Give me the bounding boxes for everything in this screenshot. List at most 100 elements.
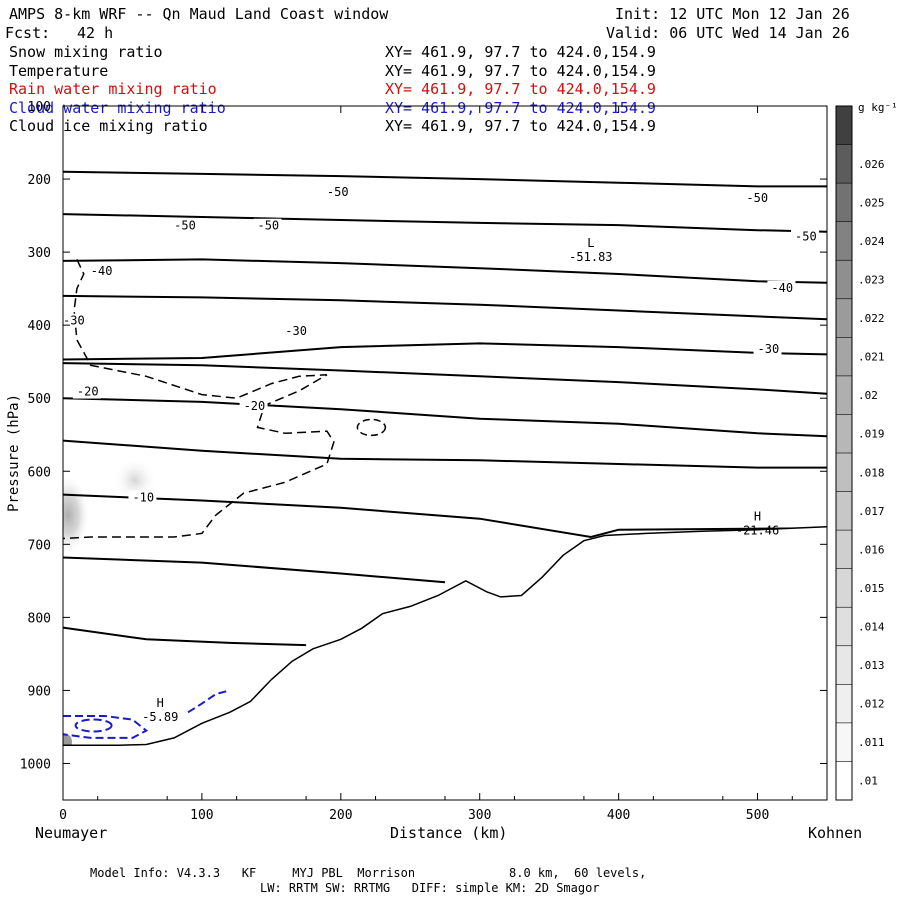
- colorbar-unit: g kg⁻¹: [858, 101, 898, 114]
- field-xy-range: XY= 461.9, 97.7 to 424.0,154.9: [385, 98, 656, 117]
- y-tick-label: 200: [28, 173, 51, 188]
- colorbar: .01 .011 .012 .013 .014 .015 .016 .017 .018 .019.…: [835, 105, 885, 801]
- isotherm-line: [63, 439, 827, 469]
- colorbar-swatch: [836, 491, 852, 531]
- colorbar-level-label: .023: [858, 274, 885, 287]
- isotherm-line: [63, 294, 827, 321]
- colorbar-level-label: .018: [858, 466, 885, 479]
- isotherm-label: -20: [244, 399, 266, 413]
- contour-layer: [63, 170, 827, 800]
- field-name: Rain water mixing ratio: [9, 80, 217, 98]
- colorbar-level-label: .026: [858, 158, 885, 171]
- isotherm-label: -20: [77, 385, 99, 399]
- y-tick-label: 900: [28, 684, 51, 699]
- y-axis-label: Pressure (hPa): [6, 394, 22, 512]
- x-tick-label: 500: [746, 808, 769, 823]
- extremum-value: -51.83: [569, 250, 612, 264]
- isotherm-label: -40: [91, 264, 113, 278]
- colorbar-level-label: .015: [858, 582, 885, 595]
- isotherm-label-bg: [72, 384, 101, 399]
- colorbar-level-label: .021: [858, 351, 885, 364]
- chart-title: AMPS 8-km WRF -- Qn Maud Land Coast wind…: [9, 5, 389, 23]
- isotherm-label: -10: [132, 490, 154, 504]
- isotherm-label: -50: [746, 191, 768, 205]
- isotherm-label-bg: [742, 190, 771, 205]
- extremum-value: -21.46: [736, 524, 779, 538]
- isotherm-line: [63, 362, 827, 395]
- isotherm-label-bg: [767, 280, 796, 295]
- colorbar-swatch: [836, 106, 852, 145]
- isotherm-label: -30: [63, 314, 85, 328]
- terrain-line: [63, 526, 827, 746]
- y-tick-label: 1000: [20, 757, 51, 772]
- cloud-water-contour: [63, 715, 149, 739]
- isotherm-label-bg: [170, 218, 199, 233]
- colorbar-level-label: .014: [858, 621, 885, 634]
- field-xy-range: XY= 461.9, 97.7 to 424.0,154.9: [385, 117, 656, 135]
- isotherm-line: [63, 493, 827, 539]
- x-tick-label: 300: [468, 808, 491, 823]
- contour-label-layer: -50 -50 -50 -50 -50 -40 -40 -30 -30 -30 -20 -20 -10 L…: [59, 185, 820, 724]
- colorbar-level-label: .01: [858, 775, 878, 788]
- y-tick-label: 700: [28, 538, 51, 553]
- high-marker: H: [754, 510, 761, 524]
- cloud-water-contour: [187, 689, 230, 714]
- isotherm-label: -50: [257, 219, 279, 233]
- field-xy-range: XY= 461.9, 97.7 to 424.0,154.9: [385, 43, 656, 61]
- isotherm-label: -40: [771, 281, 793, 295]
- colorbar-level-label: .022: [858, 312, 885, 325]
- x-axis-label: Distance (km): [390, 824, 508, 842]
- y-tick-label: 500: [28, 392, 51, 407]
- isotherm-line: [63, 342, 827, 361]
- low-marker: L: [587, 236, 594, 250]
- isotherm-label-bg: [59, 313, 87, 328]
- colorbar-swatch: [836, 607, 852, 646]
- forecast-label: Fcst:: [5, 24, 51, 42]
- field-name: Snow mixing ratio: [9, 43, 163, 61]
- isotherm-label-bg: [281, 323, 310, 338]
- valid-time: Valid: 06 UTC Wed 14 Jan 26: [606, 24, 850, 42]
- colorbar-swatch: [836, 260, 852, 299]
- colorbar-swatch: [836, 414, 852, 453]
- kohnen-label: Kohnen: [808, 824, 863, 842]
- y-tick-label: 300: [28, 246, 51, 261]
- isotherm-label-bg: [791, 229, 820, 244]
- isotherm-line: [63, 556, 446, 584]
- colorbar-swatch: [836, 298, 852, 338]
- neumayer-label: Neumayer: [35, 824, 108, 842]
- colorbar-swatch: [836, 684, 852, 723]
- x-tick-label: 0: [59, 808, 67, 823]
- x-tick-label: 100: [190, 808, 213, 823]
- colorbar-swatch: [836, 453, 852, 492]
- colorbar-level-label: .019: [858, 428, 885, 441]
- colorbar-level-label: .016: [858, 543, 885, 556]
- field-xy-range: XY= 461.9, 97.7 to 424.0,154.9: [385, 61, 656, 80]
- isotherm-label: -30: [285, 324, 307, 338]
- snow-contour-dashed: [356, 418, 387, 437]
- model-info-line2: LW: RRTM SW: RRTMG DIFF: simple KM: 2D S…: [260, 881, 600, 895]
- isotherm-label-bg: [322, 185, 351, 200]
- field-name: Temperature: [9, 61, 109, 80]
- y-tick-label: 800: [28, 611, 51, 626]
- isotherm-label: -50: [174, 219, 196, 233]
- colorbar-level-label: .013: [858, 659, 885, 672]
- isotherm-line: [63, 170, 827, 188]
- colorbar-level-label: .02: [858, 389, 878, 402]
- axis-layer: 100 200 300 400 500 600 700 800 900 1000 0 100 200 30…: [20, 100, 827, 823]
- colorbar-swatch: [836, 568, 852, 608]
- colorbar-swatch: [836, 375, 852, 415]
- forecast-hours: 42 h: [77, 24, 114, 42]
- isotherm-line: [63, 258, 827, 284]
- field-xy-range: XY= 461.9, 97.7 to 424.0,154.9: [385, 80, 656, 98]
- colorbar-swatch: [836, 144, 852, 184]
- high-marker: H: [157, 696, 164, 710]
- colorbar-level-label: .011: [858, 736, 885, 749]
- isotherm-label: -50: [327, 185, 349, 199]
- colorbar-swatch: [836, 722, 852, 762]
- isotherm-label-bg: [128, 490, 157, 505]
- colorbar-swatch: [836, 221, 852, 261]
- cloud-water-contour: [74, 718, 113, 733]
- isotherm-label-bg: [86, 264, 115, 279]
- colorbar-level-label: .012: [858, 698, 885, 711]
